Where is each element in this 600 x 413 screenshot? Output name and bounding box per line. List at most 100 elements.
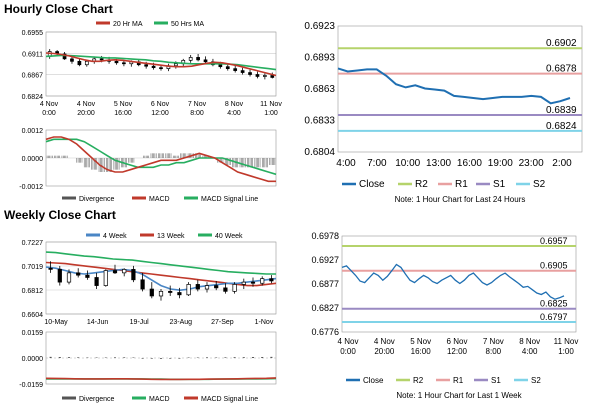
x-tick-label: 1:00 xyxy=(264,110,278,117)
hourly-candle-body xyxy=(144,64,149,67)
weekly-candle-body xyxy=(76,272,81,276)
x-tick-label: 8 Nov xyxy=(519,337,540,346)
x-tick-label: 14-Jun xyxy=(87,319,109,326)
level-label-s2: 0.6824 xyxy=(546,121,577,132)
y-tick-label: 0.6827 xyxy=(311,303,339,313)
x-tick-label: 6 Nov xyxy=(151,101,170,108)
hourly-section-title: Hourly Close Chart xyxy=(4,2,113,16)
hourly-candle-body xyxy=(240,70,245,73)
weekly-candle-body xyxy=(232,284,237,292)
weekly-candle-body xyxy=(177,292,182,296)
x-tick-label: 4 Nov xyxy=(40,101,59,108)
y-tick-label: 0.6776 xyxy=(311,327,339,337)
plot-frame xyxy=(341,235,577,333)
y-tick-label: 0.6867 xyxy=(22,73,44,80)
weekly-price-chart: 4 Week 13 Week 40 Week 0.7227 0.7019 0.6812 0.… xyxy=(22,233,277,326)
y-tick-label: 0.6893 xyxy=(304,53,335,64)
hourly-price-chart: 20 Hr MA 50 Hrs MA 0.6955 0.6911 0.6867 0.682… xyxy=(22,21,283,117)
weekly-candle-body xyxy=(122,269,127,274)
plot-frame xyxy=(45,31,277,97)
y-tick-label: 0.6824 xyxy=(22,94,44,101)
weekly-candle-body xyxy=(250,281,256,284)
x-tick-label: 7 Nov xyxy=(188,101,207,108)
hourly-candle-body xyxy=(122,62,126,65)
legend-label: S2 xyxy=(533,179,546,190)
level-label-s1: 0.6839 xyxy=(546,105,577,116)
x-tick-label: 10-May xyxy=(44,319,68,326)
weekly-macd-chart: 0.0159 0.0000 -0.0159 Divergence MACD MACD Si… xyxy=(19,330,277,403)
y-tick-label: 0.6978 xyxy=(311,231,339,241)
y-tick-label: 0.0000 xyxy=(22,356,44,363)
series-close xyxy=(337,67,571,105)
weekly-candle-body xyxy=(140,279,145,290)
hourly-candle-body xyxy=(70,58,74,62)
hourly-candle-body xyxy=(84,60,89,66)
weekly-candle-body xyxy=(158,290,164,297)
series-macd-signal xyxy=(45,138,277,176)
y-tick-label: 0.6877 xyxy=(311,279,339,289)
hourly-candle-body xyxy=(114,60,119,64)
level-label-r1: 0.6878 xyxy=(546,64,577,75)
hourly-candle-body xyxy=(218,64,223,68)
x-tick-label: 4:00 xyxy=(227,110,241,117)
x-tick-label: 16:00 xyxy=(411,347,432,356)
hourly-candle-body xyxy=(159,67,163,70)
x-tick-label: 12:00 xyxy=(151,110,169,117)
x-tick-label: 4 Nov xyxy=(374,337,395,346)
level-label-s1: 0.6825 xyxy=(540,299,568,309)
x-tick-label: 2:00 xyxy=(552,158,572,169)
x-tick-label: 0:00 xyxy=(340,347,356,356)
series-50hr-ma xyxy=(45,54,277,71)
x-tick-label: 4 Nov xyxy=(338,337,359,346)
y-tick-label: 0.6812 xyxy=(22,288,44,295)
hourly-candle-body xyxy=(77,60,82,66)
x-tick-label: 19:00 xyxy=(488,158,513,169)
legend-label: MACD xyxy=(149,196,170,203)
x-tick-label: 16:00 xyxy=(114,110,132,117)
y-tick-label: 0.7019 xyxy=(22,264,44,271)
x-tick-label: 5 Nov xyxy=(410,337,431,346)
weekly-lastweek-chart: 0.6978 0.6927 0.6877 0.6827 0.6776 0.6957 0.69… xyxy=(311,231,578,400)
legend-label: MACD xyxy=(149,396,170,403)
legend-label: Divergence xyxy=(79,196,115,203)
weekly-candle-body xyxy=(103,270,108,286)
level-label-r1: 0.6905 xyxy=(540,261,568,271)
level-label-s2: 0.6797 xyxy=(540,312,568,322)
legend-label: 40 Week xyxy=(215,233,243,240)
x-tick-label: 1:00 xyxy=(558,347,574,356)
weekly-candle-body xyxy=(223,287,228,292)
weekly-candle-body xyxy=(85,274,90,278)
weekly-candle-body xyxy=(186,284,191,296)
y-tick-label: 0.6923 xyxy=(304,21,335,32)
hourly-candle-body xyxy=(151,65,156,69)
weekly-candle-body xyxy=(48,267,53,270)
y-tick-label: 0.0012 xyxy=(22,128,44,135)
plot-frame xyxy=(45,331,277,385)
hourly-candle-body xyxy=(270,75,275,78)
y-tick-label: 0.0000 xyxy=(22,156,44,163)
legend-label: R1 xyxy=(453,376,464,385)
series-macd xyxy=(45,136,276,183)
plot-frame xyxy=(45,129,277,187)
series-20hr-ma xyxy=(45,52,277,77)
y-tick-label: 0.6604 xyxy=(22,312,44,319)
hourly-candle-body xyxy=(203,59,208,63)
y-tick-label: 0.6911 xyxy=(22,51,43,58)
legend-label: 20 Hr MA xyxy=(113,21,143,28)
weekly-candle-body xyxy=(168,290,173,293)
weekly-candle-body xyxy=(94,277,99,286)
y-tick-label: 0.6955 xyxy=(22,30,44,37)
legend-label: S2 xyxy=(531,376,541,385)
x-tick-label: 4:00 xyxy=(522,347,538,356)
legend-label: Divergence xyxy=(79,396,115,403)
weekly-candle-body xyxy=(66,272,72,283)
hourly-candle-body xyxy=(173,63,178,67)
x-tick-label: 4 Nov xyxy=(77,101,96,108)
y-tick-label: 0.6863 xyxy=(304,84,335,95)
weekly-candle-body xyxy=(57,269,62,283)
series-40-week xyxy=(45,251,276,275)
x-tick-label: 11 Nov xyxy=(260,101,282,108)
legend-label: Close xyxy=(359,179,385,190)
legend-label: S1 xyxy=(491,376,501,385)
chart-note: Note: 1 Hour Chart for Last 1 Week xyxy=(396,391,522,400)
